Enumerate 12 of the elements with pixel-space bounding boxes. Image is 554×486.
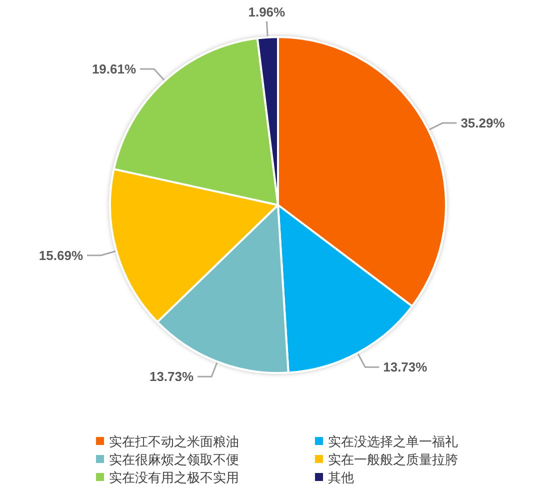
data-label: 13.73%: [383, 360, 428, 375]
legend-label: 实在没有用之极不实用: [109, 470, 239, 485]
legend-label: 其他: [328, 470, 354, 485]
data-label: 19.61%: [92, 62, 136, 77]
legend-label: 实在很麻烦之领取不便: [109, 452, 239, 467]
data-label: 35.29%: [460, 115, 506, 130]
legend-label: 实在一般般之质量拉胯: [328, 452, 458, 467]
data-label: 1.96%: [248, 4, 286, 20]
data-label: 13.73%: [149, 369, 194, 384]
legend-label: 实在扛不动之米面粮油: [109, 434, 239, 449]
legend-label: 实在没选择之单一福礼: [328, 434, 458, 449]
data-label: 15.69%: [38, 248, 84, 263]
